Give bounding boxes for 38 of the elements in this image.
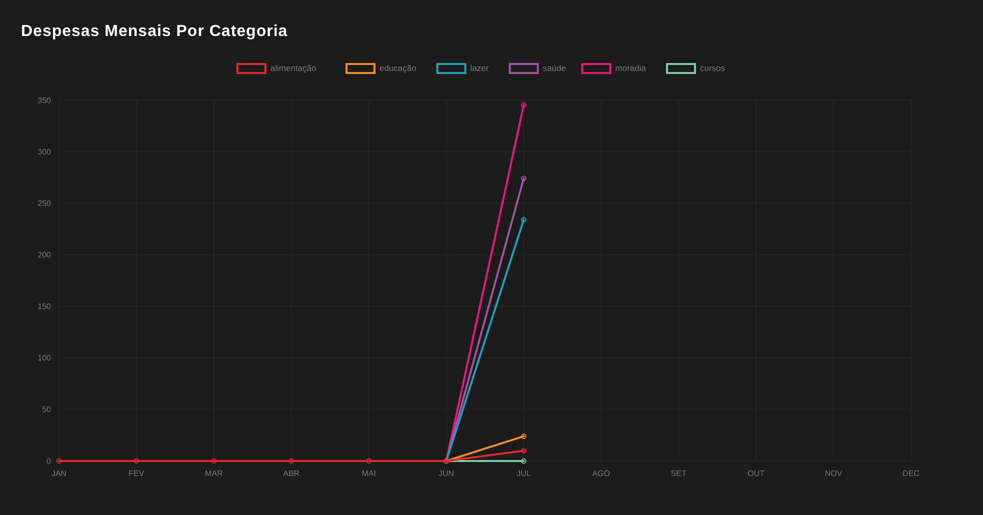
- point: [521, 176, 526, 182]
- point: [521, 102, 526, 108]
- x-tick-label: OUT: [748, 469, 765, 478]
- x-tick-label: AGO: [592, 469, 610, 478]
- x-tick-label: ABR: [283, 469, 300, 478]
- x-tick-label: JAN: [51, 469, 67, 478]
- x-tick-label: SET: [670, 469, 687, 478]
- point: [521, 448, 526, 454]
- x-tick-label: JUN: [438, 469, 454, 478]
- legend-label: cursos: [700, 62, 726, 73]
- legend-label: lazer: [470, 62, 489, 73]
- y-tick-label: 100: [38, 354, 52, 363]
- x-tick-label: MAR: [205, 469, 224, 478]
- x-tick-label: DEC: [902, 469, 920, 478]
- point: [521, 434, 526, 439]
- point: [366, 458, 372, 464]
- chart-title: Despesas Mensais Por Categoria: [21, 23, 288, 40]
- point: [521, 458, 526, 464]
- y-tick-label: 0: [46, 456, 52, 466]
- y-tick-label: 200: [38, 250, 52, 260]
- legend-label: educação: [380, 62, 417, 73]
- y-tick-label: 300: [38, 147, 52, 156]
- point: [134, 458, 140, 464]
- x-tick-label: NOV: [824, 469, 843, 478]
- y-tick-label: 150: [38, 302, 52, 312]
- y-tick-label: 250: [38, 198, 52, 208]
- y-tick-label: 350: [38, 96, 52, 105]
- point: [288, 458, 294, 464]
- legend-label: moradia: [615, 62, 646, 73]
- x-tick-label: JUL: [516, 469, 532, 478]
- legend-label: alimentação: [270, 62, 317, 73]
- legend-label: saúde: [542, 62, 566, 73]
- x-tick-label: MAI: [362, 469, 376, 478]
- point: [56, 458, 62, 464]
- point: [211, 458, 217, 464]
- x-tick-label: FEV: [128, 469, 145, 478]
- y-tick-label: 50: [42, 405, 52, 414]
- point: [521, 216, 526, 222]
